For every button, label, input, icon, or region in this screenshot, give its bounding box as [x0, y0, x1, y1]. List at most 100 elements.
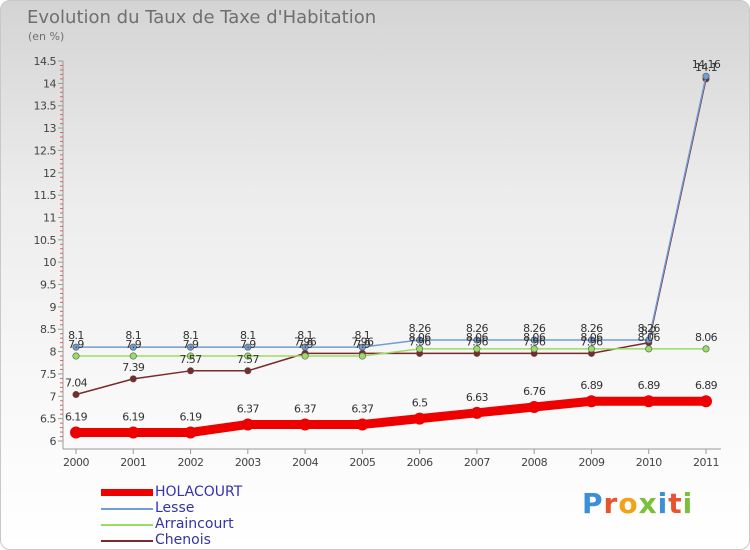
- data-point-holacourt: [299, 418, 312, 431]
- y-tick-label: 9: [50, 301, 57, 314]
- data-point-chenois: [72, 391, 80, 399]
- chart-title: Evolution du Taux de Taxe d'Habitation: [27, 7, 377, 28]
- data-label-holacourt: 6.89: [695, 379, 718, 392]
- data-point-lesse: [187, 343, 195, 351]
- y-tick-label: 7.5: [40, 368, 56, 381]
- y-tick-label: 14: [43, 77, 56, 90]
- data-point-lesse: [244, 343, 252, 351]
- data-label-lesse: 8.1: [68, 329, 84, 342]
- logo-letter: P: [582, 487, 604, 520]
- data-point-holacourt: [70, 426, 82, 439]
- data-point-lesse: [129, 343, 137, 351]
- y-tick-label: 8: [50, 346, 57, 359]
- data-point-arraincourt: [587, 345, 595, 353]
- x-tick-label: 2010: [636, 456, 662, 469]
- x-tick-label: 2007: [464, 456, 490, 469]
- data-point-lesse: [702, 72, 710, 80]
- y-tick-label: 9.5: [40, 279, 56, 292]
- series-line-holacourt: [71, 396, 711, 438]
- logo-letter: x: [638, 487, 658, 520]
- data-label-arraincourt: 7.9: [125, 338, 141, 351]
- data-label-lesse: 8.1: [297, 329, 313, 342]
- x-tick-label: 2011: [693, 456, 719, 469]
- y-tick-label: 13: [43, 122, 56, 135]
- data-point-holacourt: [184, 426, 197, 439]
- x-tick-label: 2008: [521, 456, 547, 469]
- data-label-lesse: 14.16: [692, 58, 721, 71]
- y-tick-label: 12.5: [34, 144, 57, 157]
- chart-unit-label: (en %): [28, 30, 65, 43]
- data-label-chenois: 7.96: [351, 335, 374, 348]
- data-point-holacourt: [642, 395, 655, 408]
- x-tick-label: 2005: [349, 456, 375, 469]
- data-label-chenois: 8.2: [641, 325, 657, 338]
- data-point-chenois: [129, 375, 137, 383]
- data-label-chenois: 14.1: [695, 61, 717, 74]
- data-label-lesse: 8.1: [240, 329, 256, 342]
- y-tick-label: 10: [43, 256, 56, 269]
- data-label-lesse: 8.1: [183, 329, 199, 342]
- y-tick-label: 6: [50, 435, 57, 448]
- data-point-arraincourt: [358, 352, 366, 360]
- data-label-chenois: 7.04: [65, 377, 88, 390]
- legend-swatch-chenois: [101, 540, 153, 542]
- data-point-holacourt: [470, 406, 483, 419]
- data-label-lesse: 8.26: [523, 322, 546, 335]
- data-label-arraincourt: 7.9: [355, 338, 371, 351]
- data-point-holacourt: [356, 418, 369, 431]
- y-tick-label: 11: [43, 211, 56, 224]
- data-label-arraincourt: 8.06: [409, 331, 432, 344]
- data-point-lesse: [473, 336, 481, 344]
- data-label-chenois: 7.96: [409, 335, 432, 348]
- data-point-lesse: [72, 343, 80, 351]
- data-label-chenois: 7.96: [294, 335, 317, 348]
- data-label-chenois: 7.39: [122, 361, 145, 374]
- x-tick-label: 2004: [292, 456, 318, 469]
- logo-letter: i: [682, 487, 694, 520]
- legend-label-chenois: Chenois: [155, 532, 211, 548]
- y-tick-label: 6.5: [40, 413, 56, 426]
- data-label-lesse: 8.26: [409, 322, 432, 335]
- data-point-arraincourt: [187, 352, 195, 360]
- data-label-holacourt: 6.19: [122, 411, 145, 424]
- data-point-lesse: [645, 336, 653, 344]
- data-label-chenois: 7.96: [580, 335, 603, 348]
- data-point-lesse: [530, 336, 538, 344]
- legend-label-lesse: Lesse: [155, 500, 195, 516]
- legend-swatch-holacourt: [101, 489, 153, 496]
- y-tick-label: 7: [50, 390, 57, 403]
- y-tick-label: 13.5: [34, 100, 57, 113]
- logo-letter: r: [603, 487, 619, 520]
- series-line-arraincourt: [75, 348, 707, 357]
- logo-letter: i: [657, 487, 669, 520]
- data-label-chenois: 7.96: [466, 335, 489, 348]
- data-point-lesse: [358, 343, 366, 351]
- y-tick-label: 10.5: [34, 234, 57, 247]
- data-label-holacourt: 6.63: [466, 391, 489, 404]
- y-tick-label: 11.5: [34, 189, 57, 202]
- data-point-arraincourt: [72, 352, 80, 360]
- data-point-lesse: [587, 336, 595, 344]
- data-point-chenois: [244, 367, 252, 375]
- data-point-arraincourt: [702, 345, 710, 353]
- data-point-holacourt: [700, 395, 712, 408]
- data-label-holacourt: 6.19: [65, 411, 88, 424]
- y-tick-label: 14.5: [34, 55, 57, 68]
- series-line-lesse: [75, 75, 707, 348]
- data-label-arraincourt: 8.06: [580, 331, 603, 344]
- data-point-arraincourt: [129, 352, 137, 360]
- y-tick-label: 8.5: [40, 323, 56, 336]
- data-point-arraincourt: [244, 352, 252, 360]
- data-label-holacourt: 6.37: [294, 402, 317, 415]
- legend-label-holacourt: HOLACOURT: [155, 484, 243, 500]
- data-label-holacourt: 6.19: [179, 411, 202, 424]
- data-label-arraincourt: 7.9: [183, 338, 199, 351]
- data-label-holacourt: 6.37: [237, 402, 260, 415]
- data-point-chenois: [187, 367, 195, 375]
- x-tick-label: 2009: [578, 456, 604, 469]
- x-tick-label: 2006: [407, 456, 433, 469]
- data-point-holacourt: [528, 401, 541, 414]
- data-label-arraincourt: 8.06: [466, 331, 489, 344]
- data-label-holacourt: 6.5: [412, 397, 428, 410]
- data-label-arraincourt: 8.06: [523, 331, 546, 344]
